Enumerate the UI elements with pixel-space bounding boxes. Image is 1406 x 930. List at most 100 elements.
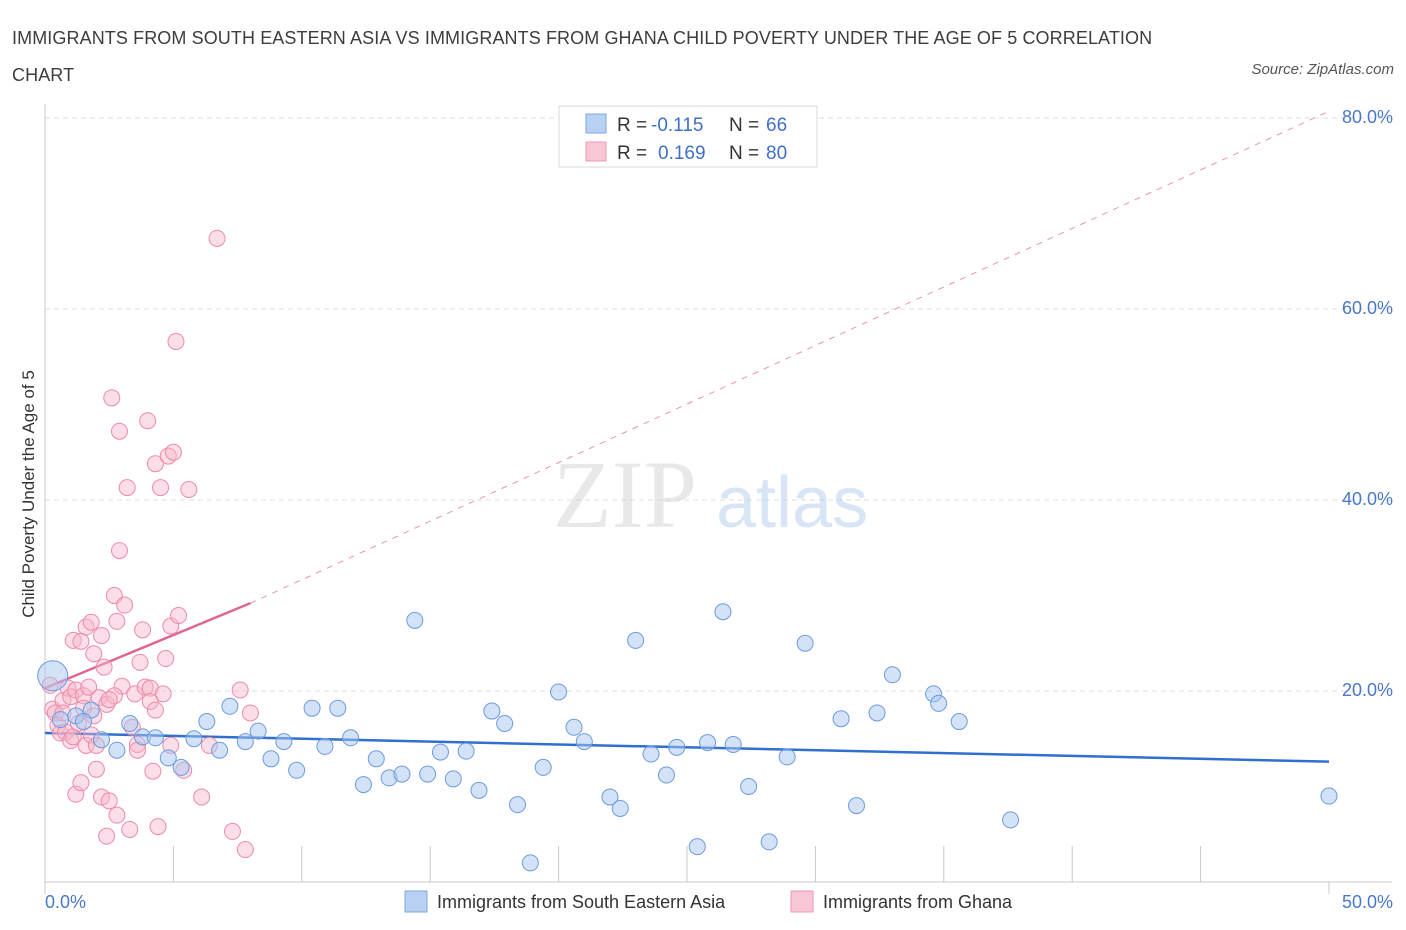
sea-point — [534, 758, 552, 776]
ghana-point — [241, 704, 259, 722]
ghana-point — [77, 736, 95, 754]
axis-layer: 20.0% 40.0% 60.0% 80.0% 0.0% 50.0% — [44, 104, 1393, 912]
ghana-point — [121, 820, 139, 838]
sea-point — [444, 770, 462, 788]
sea-point — [275, 733, 293, 751]
x-tick-label: 0.0% — [45, 892, 86, 912]
legend-n-value-pink: 80 — [766, 143, 787, 164]
ghana-point — [72, 774, 90, 792]
ghana-point — [108, 612, 126, 630]
sea-point — [778, 748, 796, 766]
y-tick-label: 60.0% — [1342, 298, 1393, 318]
ghana-point — [72, 632, 90, 650]
sea-point — [642, 745, 660, 763]
sea-point — [303, 699, 321, 717]
ghana-point — [146, 701, 164, 719]
ghana-trend-extension — [250, 110, 1330, 604]
ghana-point — [180, 480, 198, 498]
sea-point — [509, 796, 527, 814]
sea-point — [1320, 787, 1338, 805]
sea-point — [868, 704, 886, 722]
sea-point — [108, 741, 126, 759]
sea-point — [211, 741, 229, 759]
sea-point — [575, 733, 593, 751]
legend-r-label-pink: R = — [617, 143, 647, 164]
ghana-point — [80, 678, 98, 696]
ghana-point — [157, 650, 175, 668]
y-tick-label: 80.0% — [1342, 107, 1393, 127]
ghana-point — [141, 693, 159, 711]
correlation-legend: R = -0.115 N = 66 R = 0.169 N = 80 — [558, 105, 818, 168]
sea-point — [699, 734, 717, 752]
chart-source: Source: ZipAtlas.com — [1251, 61, 1394, 78]
legend-n-value-blue: 66 — [766, 115, 787, 136]
sea-point — [611, 799, 629, 817]
ghana-point — [103, 389, 121, 407]
sea-point — [159, 749, 177, 767]
ghana-point — [134, 621, 152, 639]
sea-point — [198, 713, 216, 731]
sea-point — [316, 737, 334, 755]
sea-point — [288, 761, 306, 779]
sea-point — [185, 730, 203, 748]
watermark: ZIP atlas — [553, 441, 868, 548]
sea-point — [470, 781, 488, 799]
sea-point — [657, 766, 675, 784]
watermark-zip: ZIP — [553, 441, 697, 548]
ghana-point — [85, 645, 103, 663]
legend-n-label-pink: N = — [729, 143, 759, 164]
sea-point — [714, 603, 732, 621]
ghana-point — [100, 792, 118, 810]
bottom-legend-swatch-blue — [404, 890, 428, 913]
ghana-point — [146, 455, 164, 473]
ghana-point — [149, 818, 167, 836]
sea-point — [565, 718, 583, 736]
ghana-point — [208, 229, 226, 247]
sea-point — [521, 854, 539, 872]
ghana-point — [236, 841, 254, 859]
sea-point — [796, 634, 814, 652]
series-legend: Immigrants from South Eastern Asia Immig… — [404, 890, 1013, 913]
legend-r-label-blue: R = — [617, 115, 647, 136]
sea-point — [883, 666, 901, 684]
ghana-point — [100, 691, 118, 709]
sea-point — [740, 778, 758, 795]
ghana-point — [98, 827, 116, 845]
x-tick-label: 50.0% — [1342, 892, 1393, 912]
sea-point — [75, 713, 93, 731]
ghana-point — [82, 613, 100, 631]
sea-point — [483, 702, 501, 720]
y-tick-label: 20.0% — [1342, 680, 1393, 700]
sea-point — [121, 714, 139, 732]
bottom-legend-label-blue: Immigrants from South Eastern Asia — [437, 892, 726, 912]
ghana-point — [231, 681, 249, 699]
sea-point — [950, 713, 968, 731]
ghana-point — [164, 443, 182, 461]
legend-r-value-blue: -0.115 — [651, 115, 703, 136]
ghana-point — [108, 806, 126, 824]
y-tick-label: 40.0% — [1342, 489, 1393, 509]
sea-point — [847, 797, 865, 815]
sea-point — [172, 758, 190, 776]
bottom-legend-swatch-pink — [790, 890, 814, 913]
sea-trend-line — [44, 731, 1330, 763]
sea-point — [496, 714, 514, 732]
ghana-point — [92, 788, 110, 806]
sea-point — [367, 750, 385, 768]
sea-point — [236, 733, 254, 751]
sea-point — [627, 631, 645, 649]
sea-point — [601, 788, 619, 806]
sea-point — [419, 765, 437, 783]
sea-point — [51, 711, 69, 729]
ghana-point — [95, 658, 113, 676]
ghana-point — [167, 332, 185, 350]
ghana-point — [152, 479, 170, 497]
ghana-point — [193, 788, 211, 806]
sea-point — [550, 683, 568, 701]
y-axis-label: Child Poverty Under the Age of 5 — [19, 370, 38, 618]
ghana-point — [110, 422, 128, 440]
trend-layer — [44, 110, 1330, 763]
sea-point — [146, 729, 164, 747]
sea-point — [354, 776, 372, 794]
